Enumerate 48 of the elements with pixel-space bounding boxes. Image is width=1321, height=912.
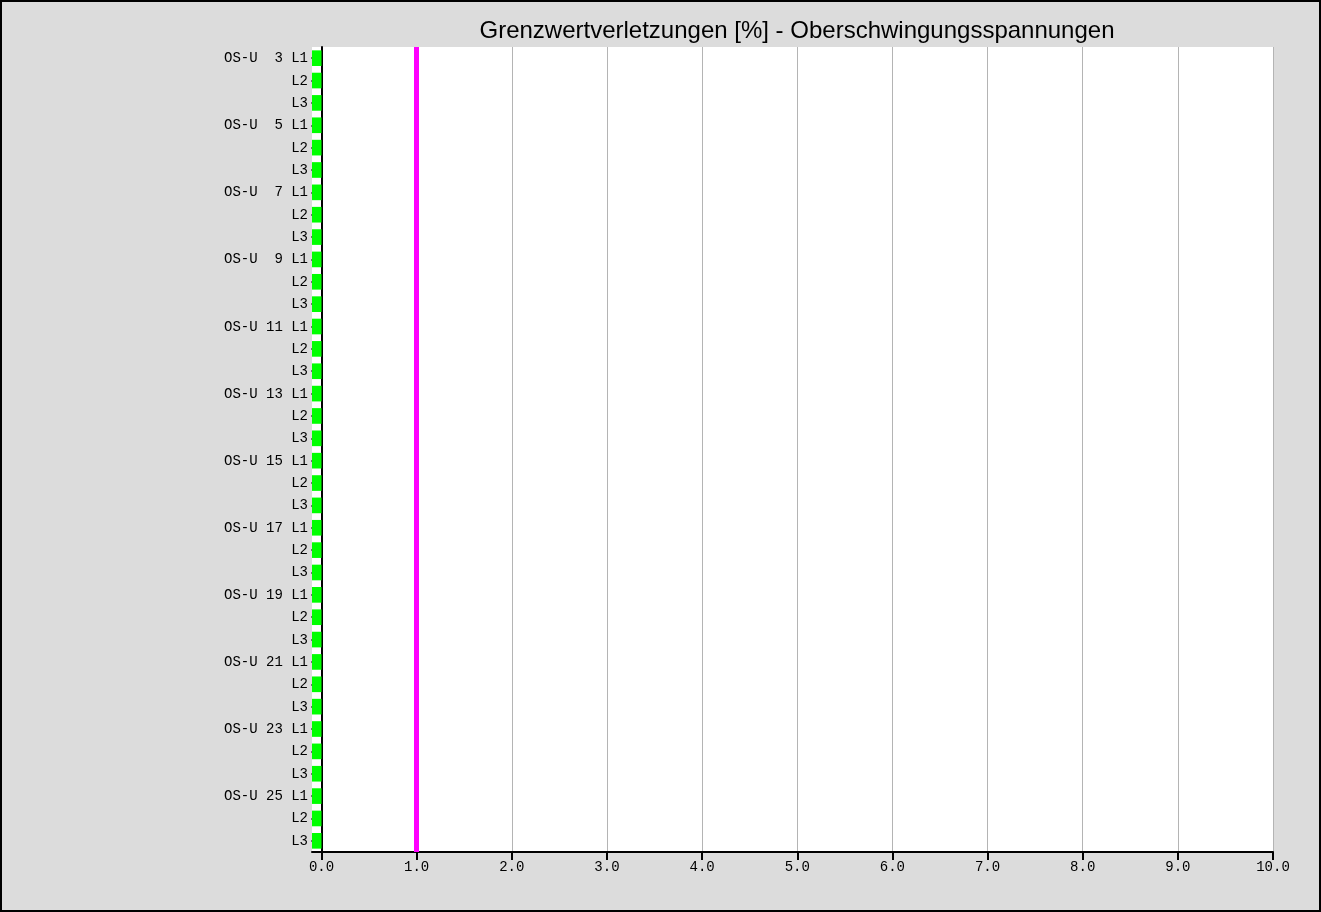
y-tick-label: L2 [291,743,308,760]
y-tick-label: OS-U 11 L1 [223,318,308,335]
y-tick-label: OS-U 15 L1 [223,452,308,469]
y-tick-label: L2 [291,810,308,827]
y-tick-label: OS-U 23 L1 [223,721,308,738]
y-tick-label: L2 [291,609,308,626]
y-tick-label: OS-U 3 L1 [223,50,308,67]
x-tick-label: 3.0 [594,859,620,875]
x-tick-label: 1.0 [404,859,430,875]
y-tick-label: L2 [291,407,308,424]
x-tick-label: 7.0 [974,859,1001,875]
x-tick-label: 5.0 [784,859,810,875]
y-tick-label: L2 [291,542,308,559]
y-tick-label: L3 [291,363,308,380]
y-tick-label: L2 [291,206,308,223]
y-tick-label: L3 [291,497,308,514]
y-tick-label: OS-U 17 L1 [223,519,308,536]
y-tick-label: L3 [291,765,308,782]
y-tick-label: L2 [291,72,308,89]
y-tick-label: L3 [291,698,308,715]
y-tick-label: L3 [291,161,308,178]
y-tick-label: L2 [291,475,308,492]
y-tick-label: OS-U 19 L1 [223,586,308,603]
x-tick-label: 4.0 [689,859,715,875]
y-tick-label: L2 [291,676,308,693]
y-tick-label: L3 [291,229,308,246]
x-tick-label: 10.0 [1256,859,1290,875]
x-tick-label: 9.0 [1165,859,1191,875]
x-tick-label: 0.0 [308,859,335,875]
x-tick-label: 6.0 [879,859,906,875]
y-tick-label: L3 [291,631,308,648]
y-tick-label: L3 [291,94,308,111]
y-tick-label: OS-U 13 L1 [223,385,308,402]
y-tick-label: OS-U 7 L1 [223,184,308,201]
y-tick-label: L2 [291,340,308,357]
x-tick-label: 8.0 [1070,859,1096,875]
chart-title: Grenzwertverletzungen [%] - Oberschwingungsspannungen [479,15,1115,43]
y-tick-label: OS-U 21 L1 [223,653,308,670]
y-tick-label: L3 [291,430,308,447]
x-tick-label: 2.0 [499,859,525,875]
y-tick-label: OS-U 25 L1 [223,788,308,805]
y-tick-label: OS-U 5 L1 [223,117,308,134]
y-tick-label: OS-U 9 L1 [223,251,308,268]
y-tick-label: L2 [291,139,308,156]
y-tick-label: L3 [291,564,308,581]
y-tick-label: L3 [291,832,308,849]
y-tick-label: L2 [291,273,308,290]
y-tick-label: L3 [291,296,308,313]
